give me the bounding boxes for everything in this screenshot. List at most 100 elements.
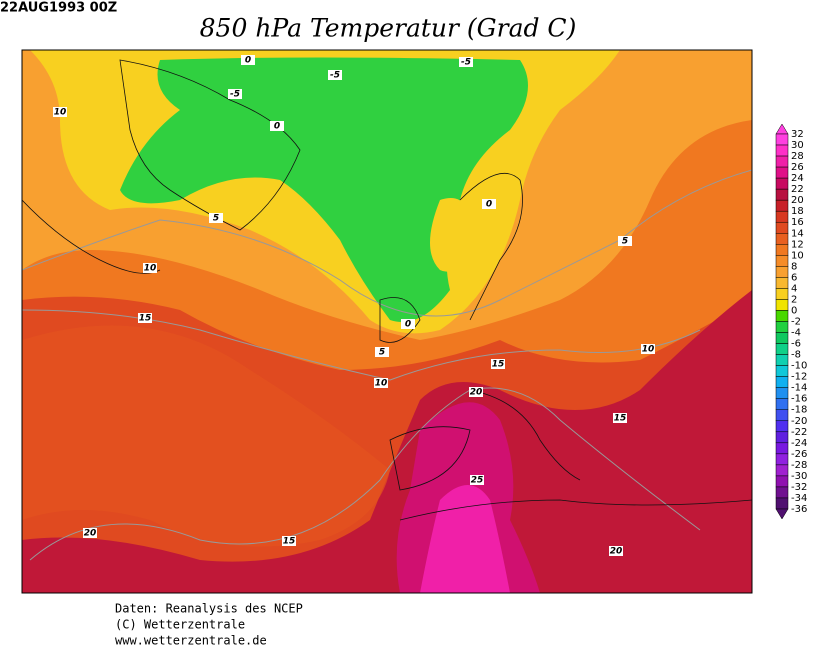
contour-label: 0 bbox=[486, 200, 492, 210]
contour-label-bg bbox=[241, 55, 255, 65]
colorbar-label: -28 bbox=[791, 460, 807, 471]
colorbar-label: -24 bbox=[791, 438, 807, 449]
contour-label: 15 bbox=[139, 314, 152, 324]
contour-label-bg bbox=[328, 70, 342, 80]
colorbar-swatch bbox=[775, 321, 789, 333]
footer-line: (C) Wetterzentrale bbox=[115, 618, 245, 632]
colorbar-label: 18 bbox=[791, 206, 804, 217]
contour-label: -5 bbox=[230, 90, 240, 100]
contour-label-bg bbox=[470, 475, 484, 485]
colorbar-swatch bbox=[775, 133, 789, 146]
colorbar-swatch bbox=[775, 255, 789, 267]
contour-label: -5 bbox=[330, 71, 340, 81]
contour-label-bg bbox=[618, 236, 632, 246]
colorbar-label: -12 bbox=[791, 372, 807, 383]
contour-label: 20 bbox=[610, 547, 623, 557]
colorbar-label: 6 bbox=[791, 272, 797, 283]
contour-label: 20 bbox=[470, 388, 483, 398]
colorbar-label: 22 bbox=[791, 184, 804, 195]
colorbar-swatch bbox=[775, 497, 789, 510]
colorbar-swatch bbox=[775, 354, 789, 366]
contour-label: 5 bbox=[213, 214, 219, 224]
contour-label: 0 bbox=[245, 56, 251, 66]
colorbar-label: -8 bbox=[791, 350, 801, 361]
colorbar-label: -16 bbox=[791, 394, 807, 405]
colorbar-label: 12 bbox=[791, 239, 804, 250]
colorbar-label: -2 bbox=[791, 317, 801, 328]
colorbar-label: 0 bbox=[791, 305, 797, 316]
colorbar-swatch bbox=[775, 166, 789, 179]
field-band bbox=[22, 325, 390, 547]
colorbar-swatch bbox=[775, 155, 789, 168]
colorbar-swatch bbox=[775, 221, 789, 234]
colorbar-swatch bbox=[775, 365, 789, 377]
contour-label-bg bbox=[609, 546, 623, 556]
contour-label: 10 bbox=[642, 345, 655, 355]
field-band bbox=[430, 198, 470, 272]
colorbar-arrow bbox=[775, 123, 789, 135]
contour-label-bg bbox=[469, 387, 483, 397]
contour-label-bg bbox=[143, 263, 157, 273]
colorbar-label: -4 bbox=[791, 328, 801, 339]
colorbar-label: -14 bbox=[791, 383, 807, 394]
contour-label-bg bbox=[270, 121, 284, 131]
colorbar-arrow bbox=[775, 508, 789, 520]
colorbar-swatch bbox=[775, 475, 789, 488]
colorbar-label: -26 bbox=[791, 449, 807, 460]
contour-label-bg bbox=[228, 89, 242, 99]
map-frame bbox=[21, 49, 753, 594]
contour-label: -5 bbox=[461, 58, 471, 68]
contour-label-bg bbox=[401, 319, 415, 329]
colorbar-swatch bbox=[775, 310, 789, 322]
contour-label-bg bbox=[282, 536, 296, 546]
contour-label: 5 bbox=[622, 237, 628, 247]
colorbar-label: -22 bbox=[791, 427, 807, 438]
colorbar-swatch bbox=[775, 332, 789, 344]
colorbar-swatch bbox=[775, 266, 789, 278]
contour-label: 10 bbox=[375, 379, 388, 389]
colorbar-swatch bbox=[775, 277, 789, 289]
colorbar-label: 4 bbox=[791, 283, 797, 294]
contour-label: 10 bbox=[144, 264, 157, 274]
contour-label-bg bbox=[641, 344, 655, 354]
colorbar-swatch bbox=[775, 486, 789, 499]
contour-label: 25 bbox=[471, 476, 484, 486]
colorbar: 32302826242220181614121086420-2-4-6-8-10… bbox=[775, 123, 807, 520]
colorbar-label: 2 bbox=[791, 294, 797, 305]
colorbar-label: 20 bbox=[791, 195, 804, 206]
contour-label: 0 bbox=[274, 122, 280, 132]
contour-label-bg bbox=[83, 528, 97, 538]
colorbar-label: -30 bbox=[791, 471, 807, 482]
footer-line: www.wetterzentrale.de bbox=[115, 634, 267, 647]
colorbar-label: -20 bbox=[791, 416, 807, 427]
contour-label-bg bbox=[209, 213, 223, 223]
contour-label-bg bbox=[374, 378, 388, 388]
contour-label-bg bbox=[53, 107, 67, 117]
colorbar-label: 24 bbox=[791, 173, 804, 184]
contour-labels: 10 -5 0 -5 -5 0 5 10 15 0 5 10 5 15 20 10 25 15 20 15 20 0 bbox=[53, 55, 655, 557]
field-band bbox=[120, 57, 528, 322]
colorbar-label: 32 bbox=[791, 129, 804, 140]
colorbar-label: -18 bbox=[791, 405, 807, 416]
contour-label-bg bbox=[613, 413, 627, 423]
coastlines bbox=[22, 59, 752, 521]
colorbar-label: -34 bbox=[791, 493, 807, 504]
colorbar-swatch bbox=[775, 376, 789, 388]
colorbar-swatch bbox=[775, 177, 789, 190]
contour-label: 15 bbox=[283, 537, 296, 547]
colorbar-swatch bbox=[775, 244, 789, 256]
colorbar-label: 16 bbox=[791, 217, 804, 228]
contour-label: 0 bbox=[405, 320, 411, 330]
colorbar-label: 30 bbox=[791, 140, 804, 151]
field-band bbox=[22, 290, 752, 593]
colorbar-swatch bbox=[775, 464, 789, 477]
contour-label-bg bbox=[491, 359, 505, 369]
footer: Daten: Reanalysis des NCEP (C) Wetterzent… bbox=[115, 602, 303, 648]
colorbar-swatch bbox=[775, 409, 789, 422]
map: 10 -5 0 -5 -5 0 5 10 15 0 5 10 5 15 20 10 25 15 20 15 20 0 bbox=[21, 49, 753, 594]
colorbar-swatch bbox=[775, 299, 789, 311]
colorbar-swatch bbox=[775, 233, 789, 245]
colorbar-label: 26 bbox=[791, 162, 804, 173]
